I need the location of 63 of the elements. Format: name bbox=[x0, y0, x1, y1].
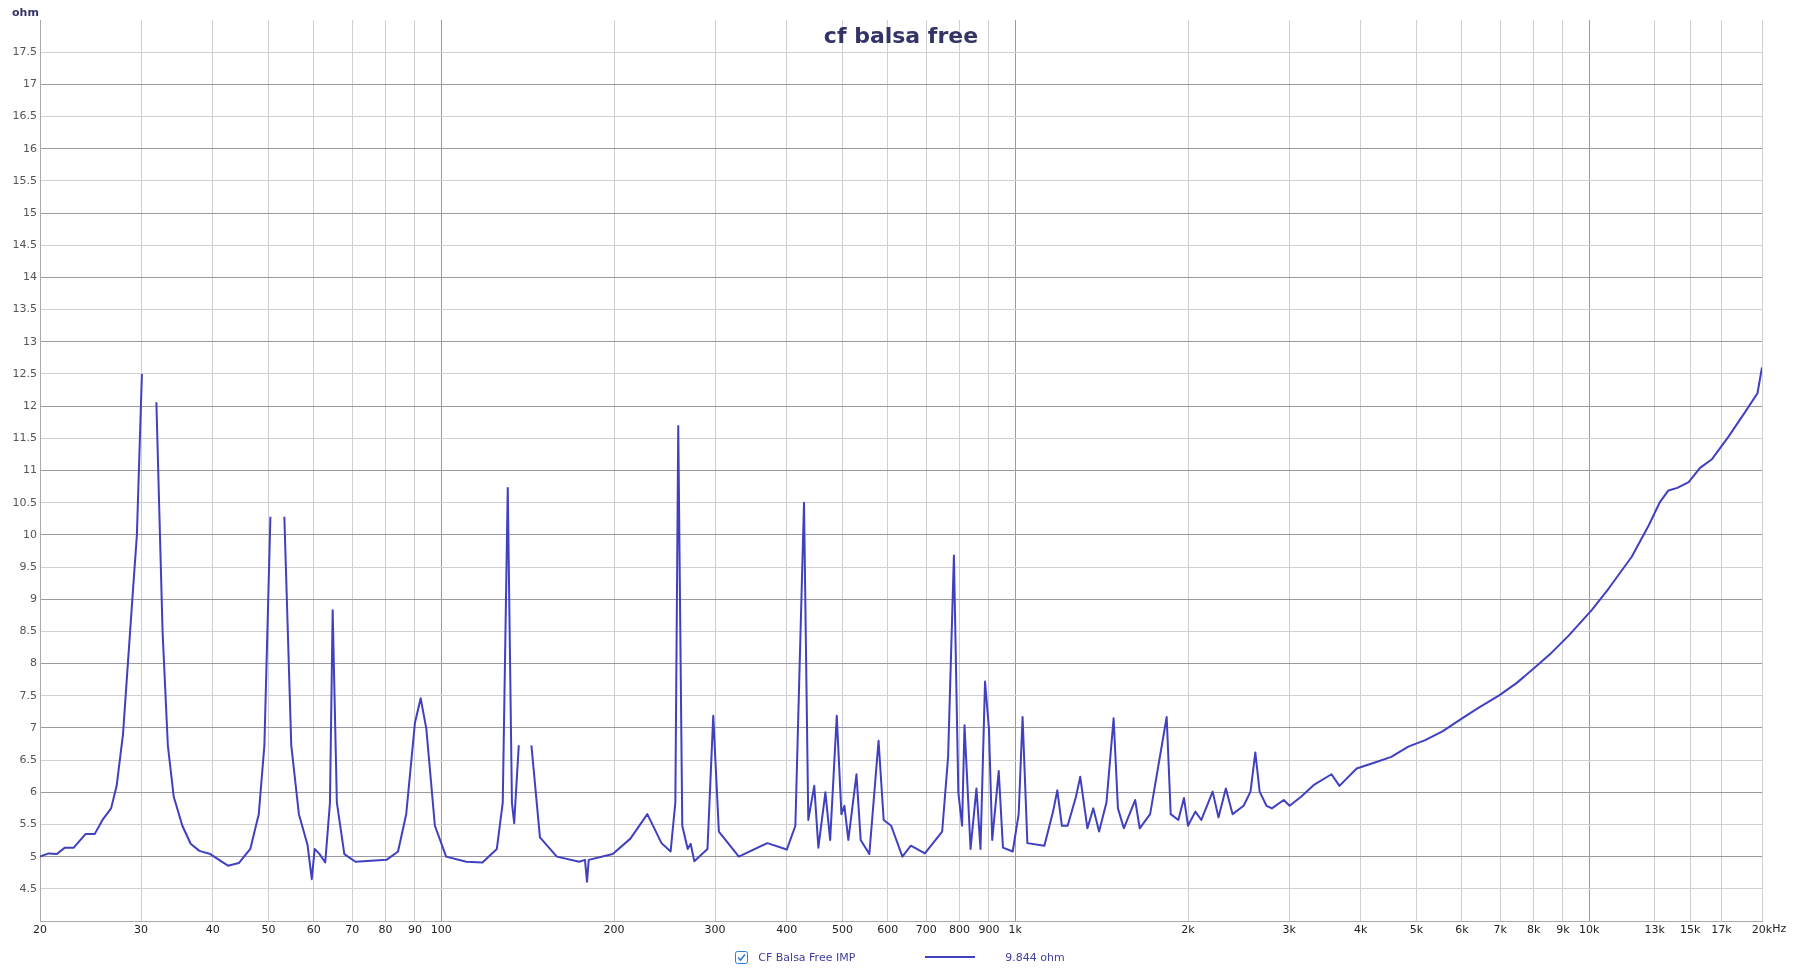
y-tick-label: 16 bbox=[23, 141, 37, 155]
x-tick-label: 50 bbox=[261, 923, 276, 937]
y-tick-label: 12.5 bbox=[12, 366, 37, 380]
y-tick-label: 8 bbox=[30, 656, 37, 670]
x-tick-label: 3k bbox=[1282, 923, 1297, 937]
x-tick-label: 100 bbox=[430, 923, 452, 937]
x-tick-label: 40 bbox=[205, 923, 220, 937]
x-tick-label: 60 bbox=[306, 923, 321, 937]
x-tick-label: 900 bbox=[978, 923, 1000, 937]
x-tick-label: 70 bbox=[345, 923, 360, 937]
y-tick-label: 15.5 bbox=[12, 173, 37, 187]
y-tick-label: 7.5 bbox=[19, 688, 37, 702]
x-tick-label: 17k bbox=[1711, 923, 1733, 937]
x-tick-label: 700 bbox=[915, 923, 937, 937]
y-tick-label: 11.5 bbox=[12, 431, 37, 445]
x-tick-label: 300 bbox=[704, 923, 726, 937]
y-tick-label: 10.5 bbox=[12, 495, 37, 509]
x-tick-label: 10k bbox=[1579, 923, 1601, 937]
x-tick-label: 600 bbox=[877, 923, 899, 937]
x-tick-label: 2k bbox=[1181, 923, 1196, 937]
chart-title: cf balsa free bbox=[823, 22, 979, 48]
y-tick-label: 14 bbox=[23, 270, 37, 284]
x-tick-label: 4k bbox=[1354, 923, 1369, 937]
y-tick-label: 17.5 bbox=[12, 45, 37, 59]
y-tick-label: 6.5 bbox=[19, 752, 37, 766]
x-axis-title: Hz bbox=[1772, 922, 1787, 936]
y-tick-label: 12 bbox=[23, 399, 37, 412]
x-tick-label: 90 bbox=[407, 923, 422, 937]
x-tick-label: 20k bbox=[1751, 923, 1773, 937]
y-tick-label: 15 bbox=[23, 205, 37, 219]
x-tick-label: 1k bbox=[1008, 923, 1023, 937]
y-tick-label: 11 bbox=[23, 463, 37, 477]
x-tick-label: 9k bbox=[1556, 923, 1571, 937]
x-tick-label: 20 bbox=[33, 923, 47, 937]
x-tick-label: 7k bbox=[1493, 923, 1508, 937]
x-tick-label: 5k bbox=[1409, 923, 1424, 937]
x-tick-label: 15k bbox=[1680, 923, 1702, 937]
x-tick-label: 400 bbox=[776, 923, 798, 937]
x-tick-label: 80 bbox=[378, 923, 393, 937]
x-tick-label: 200 bbox=[603, 923, 625, 937]
y-tick-label: 14.5 bbox=[12, 238, 37, 252]
x-tick-label: 500 bbox=[831, 923, 853, 937]
y-axis-title: ohm bbox=[12, 6, 39, 20]
x-tick-label: 13k bbox=[1644, 923, 1666, 937]
x-tick-label: 6k bbox=[1455, 923, 1470, 937]
x-tick-label: 8k bbox=[1526, 923, 1541, 937]
text: CF Balsa Free IMP bbox=[758, 950, 856, 964]
y-tick-label: 5 bbox=[30, 849, 37, 863]
y-tick-label: 16.5 bbox=[12, 109, 37, 123]
y-tick-label: 9 bbox=[30, 592, 37, 606]
y-tick-label: 13 bbox=[23, 334, 37, 348]
x-tick-label: 30 bbox=[134, 923, 149, 937]
y-tick-label: 10 bbox=[23, 527, 37, 541]
y-tick-label: 9.5 bbox=[19, 559, 37, 573]
y-tick-label: 6 bbox=[30, 785, 37, 799]
y-tick-label: 17 bbox=[23, 77, 37, 91]
y-tick-label: 4.5 bbox=[19, 881, 37, 895]
y-tick-label: 13.5 bbox=[12, 302, 37, 316]
text: 9.844 ohm bbox=[1005, 950, 1065, 964]
x-tick-label: 800 bbox=[949, 923, 971, 937]
y-tick-label: 8.5 bbox=[19, 624, 37, 638]
y-tick-label: 7 bbox=[30, 720, 37, 734]
y-tick-label: 5.5 bbox=[19, 817, 37, 831]
